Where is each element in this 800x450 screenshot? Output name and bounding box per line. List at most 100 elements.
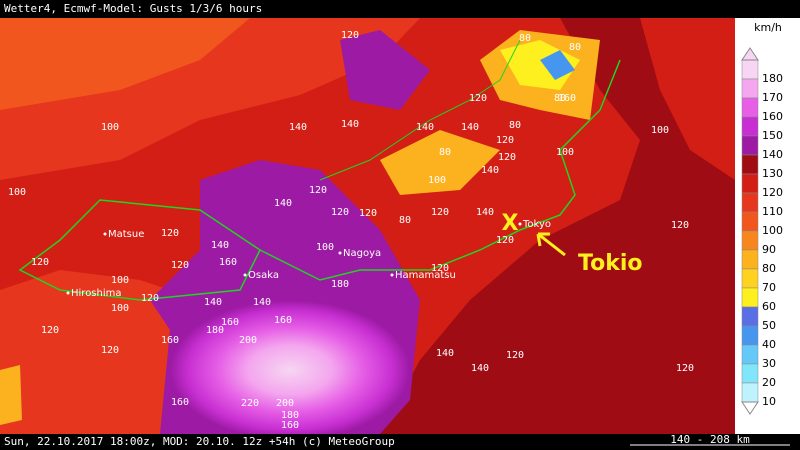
contour-label: 140 (204, 297, 222, 308)
legend-swatch (741, 211, 759, 232)
contour-label: 120 (359, 208, 377, 219)
contour-label: 120 (161, 228, 179, 239)
contour-label: 140 (341, 119, 359, 130)
city-dot (390, 273, 394, 277)
legend-swatch (741, 97, 759, 118)
contour-label: 100 (101, 122, 119, 133)
contour-label: 120 (431, 263, 449, 274)
legend-swatch (741, 154, 759, 175)
city-dot (103, 232, 107, 236)
legend-swatch (741, 382, 759, 403)
contour-label: 140 (471, 363, 489, 374)
legend-unit: km/h (754, 21, 782, 34)
legend-tick-label: 180 (762, 72, 783, 85)
legend-swatch (741, 268, 759, 289)
contour-label: 80 (439, 147, 451, 158)
legend-swatch (741, 192, 759, 213)
legend-tick-label: 120 (762, 186, 783, 199)
contour-label: 140 (289, 122, 307, 133)
city-label: Tokyo (522, 219, 551, 230)
marker: X (502, 211, 519, 236)
legend-swatch (741, 249, 759, 270)
contour-label: 160 (281, 420, 299, 431)
city-label: Osaka (248, 270, 279, 281)
contour-label: 120 (141, 293, 159, 304)
legend-tick-label: 160 (762, 110, 783, 123)
contour-label: 80 (569, 42, 581, 53)
contour-label: 160 (221, 317, 239, 328)
contour-label: 80 (519, 33, 531, 44)
contour-label: 180 (206, 325, 224, 336)
legend-tick-label: 50 (762, 319, 776, 332)
contour-label: 120 (171, 260, 189, 271)
legend-tick-label: 30 (762, 357, 776, 370)
legend-tick-label: 100 (762, 224, 783, 237)
city-label: Matsue (108, 229, 144, 240)
contour-label: 120 (331, 207, 349, 218)
contour-label: 160 (219, 257, 237, 268)
contour-label: 120 (506, 350, 524, 361)
legend-swatch (741, 230, 759, 251)
legend-tick-label: 150 (762, 129, 783, 142)
contour-label: 120 (671, 220, 689, 231)
contour-label: 180 (281, 410, 299, 421)
legend-swatch (741, 78, 759, 99)
legend-swatch (741, 287, 759, 308)
legend-swatch (741, 344, 759, 365)
contour-label: 160 (558, 93, 576, 104)
arrow (536, 232, 566, 257)
contour-label: 160 (274, 315, 292, 326)
contour-label: 140 (274, 198, 292, 209)
contour-label: 120 (431, 207, 449, 218)
legend-tick-label: 40 (762, 338, 776, 351)
legend-tick-label: 110 (762, 205, 783, 218)
legend-tick-label: 140 (762, 148, 783, 161)
legend-swatch (741, 325, 759, 346)
city-label: Hiroshima (71, 288, 122, 299)
contour-label: 100 (111, 303, 129, 314)
contour-label: 100 (8, 187, 26, 198)
contour-label: 140 (481, 165, 499, 176)
city-dot (338, 251, 342, 255)
footer-info: Sun, 22.10.2017 18:00z, MOD: 20.10. 12z … (4, 435, 395, 448)
legend-swatch (741, 59, 759, 80)
contour-label: 120 (101, 345, 119, 356)
header-bar (0, 0, 800, 18)
contour-label: 140 (416, 122, 434, 133)
contour-label: 120 (496, 135, 514, 146)
contour-label: 140 (476, 207, 494, 218)
city-label: Nagoya (343, 248, 381, 259)
legend-swatch (741, 116, 759, 137)
legend-tick-label: 80 (762, 262, 776, 275)
contour-label: 200 (239, 335, 257, 346)
contour-label: 220 (241, 398, 259, 409)
legend-tick-label: 60 (762, 300, 776, 313)
contour-label: 140 (253, 297, 271, 308)
contour-label: 120 (341, 30, 359, 41)
city-dot (243, 273, 247, 277)
contour-label: 120 (498, 152, 516, 163)
legend-tick-label: 70 (762, 281, 776, 294)
contour-label: 100 (428, 175, 446, 186)
contour-label: 80 (554, 93, 566, 104)
city-dot (518, 222, 522, 226)
contour-label: 160 (171, 397, 189, 408)
annotation-label: Tokio (578, 251, 643, 276)
contour-label: 160 (161, 335, 179, 346)
legend-tick-label: 170 (762, 91, 783, 104)
contour-label: 100 (556, 147, 574, 158)
contour-label: 200 (276, 398, 294, 409)
contour-label: 120 (31, 257, 49, 268)
legend-tick-label: 130 (762, 167, 783, 180)
map-area (0, 18, 735, 440)
contour-label: 120 (676, 363, 694, 374)
legend-tick-label: 20 (762, 376, 776, 389)
legend-arrow-top (741, 47, 759, 61)
city-dot (66, 291, 70, 295)
scale-label: 140 - 208 km (670, 433, 750, 446)
contour-label: 140 (436, 348, 454, 359)
legend-swatch (741, 173, 759, 194)
